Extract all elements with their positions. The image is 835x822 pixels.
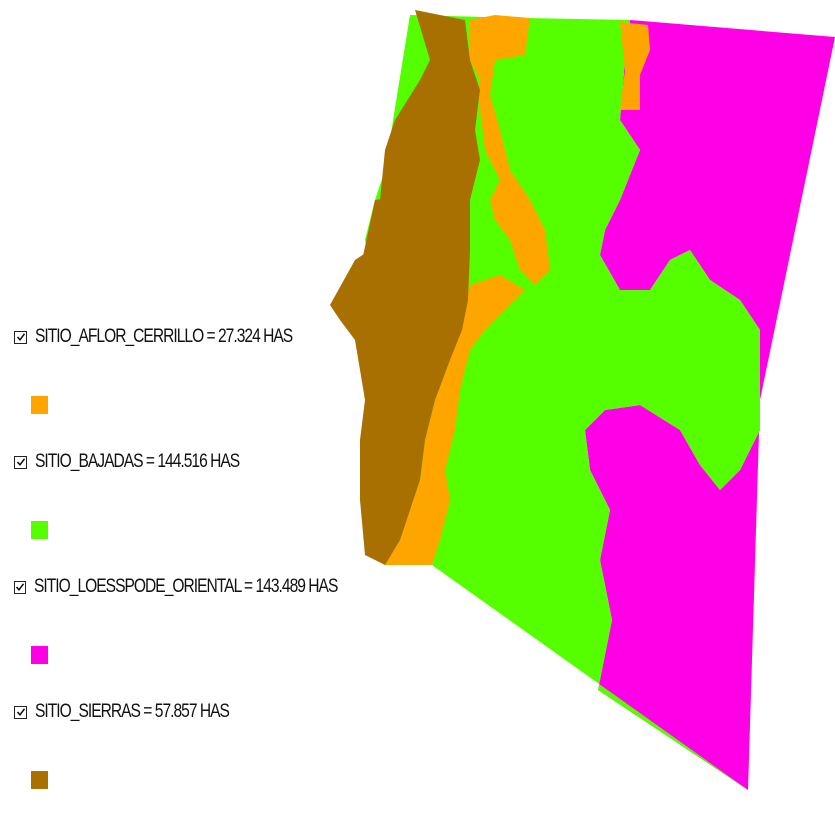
layer-visibility-checkbox[interactable] [14, 705, 27, 719]
legend-label: SITIO_AFLOR_CERRILLO = 27.324 HAS [35, 326, 293, 347]
legend-row: SITIO_BAJADAS = 144.516 HAS [14, 447, 374, 477]
legend-color-swatch [31, 521, 48, 539]
legend-color-swatch [31, 771, 48, 789]
legend-row: SITIO_SIERRAS = 57.857 HAS [14, 697, 374, 727]
layer-visibility-checkbox[interactable] [14, 330, 27, 344]
legend-color-swatch [31, 396, 48, 414]
legend-row: SITIO_LOESSPODE_ORIENTAL = 143.489 HAS [14, 572, 374, 602]
legend-label: SITIO_SIERRAS = 57.857 HAS [35, 701, 230, 722]
layer-visibility-checkbox[interactable] [14, 580, 26, 594]
map-legend: SITIO_AFLOR_CERRILLO = 27.324 HAS SITIO_… [14, 322, 374, 822]
legend-item: SITIO_AFLOR_CERRILLO = 27.324 HAS [14, 322, 374, 447]
map-region-loesspode-oriental[interactable] [585, 20, 835, 790]
map-canvas[interactable] [0, 0, 835, 805]
map-region-sierras[interactable] [330, 10, 480, 565]
legend-item: SITIO_SIERRAS = 57.857 HAS [14, 697, 374, 822]
map-region-aflor-cerrillo-east[interactable] [620, 22, 650, 110]
map-region-aflor-cerrillo-south[interactable] [385, 275, 525, 565]
checkmark-icon [16, 458, 25, 467]
legend-color-swatch [31, 646, 48, 664]
checkmark-icon [16, 333, 25, 342]
checkmark-icon [15, 583, 25, 592]
legend-row: SITIO_AFLOR_CERRILLO = 27.324 HAS [14, 322, 374, 352]
legend-label: SITIO_LOESSPODE_ORIENTAL = 143.489 HAS [34, 576, 338, 597]
legend-item: SITIO_LOESSPODE_ORIENTAL = 143.489 HAS [14, 572, 374, 697]
map-region-aflor-cerrillo[interactable] [470, 15, 550, 285]
checkmark-icon [16, 708, 25, 717]
layer-visibility-checkbox[interactable] [14, 455, 27, 469]
map-region-sierras-west-lobe[interactable] [360, 195, 410, 300]
legend-label: SITIO_BAJADAS = 144.516 HAS [35, 451, 240, 472]
legend-item: SITIO_BAJADAS = 144.516 HAS [14, 447, 374, 572]
